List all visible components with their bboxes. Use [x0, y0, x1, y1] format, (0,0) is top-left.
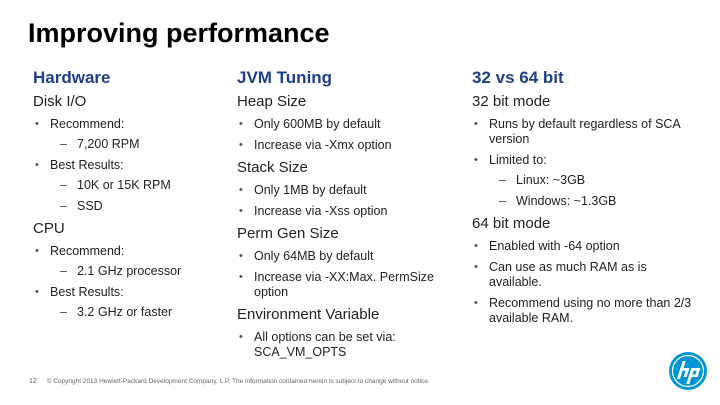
page-number: 12	[29, 378, 37, 385]
bullet-item: Best Results: 10K or 15K RPM SSD	[33, 158, 233, 214]
column-32-vs-64-bit: 32 vs 64 bit 32 bit mode Runs by default…	[472, 68, 702, 332]
column-jvm-tuning: JVM Tuning Heap Size Only 600MB by defau…	[237, 68, 462, 366]
bullet-item: Only 64MB by default	[237, 249, 462, 264]
bullet-item: Only 1MB by default	[237, 183, 462, 198]
sub-item: Linux: ~3GB	[489, 173, 702, 188]
sub-list: 2.1 GHz processor	[50, 264, 233, 279]
bullet-item: Best Results: 3.2 GHz or faster	[33, 285, 233, 320]
bullet-item: Recommend using no more than 2/3 availab…	[472, 296, 702, 326]
sub-item: 2.1 GHz processor	[50, 264, 233, 279]
copyright-notice: © Copyright 2013 Hewlett-Packard Develop…	[46, 378, 430, 385]
bullet-list: Only 600MB by default Increase via -Xmx …	[237, 117, 462, 153]
sub-list: 10K or 15K RPM SSD	[50, 178, 233, 214]
bullet-item: Only 600MB by default	[237, 117, 462, 132]
footer: 12 © Copyright 2013 Hewlett-Packard Deve…	[29, 378, 430, 385]
bullet-list: Recommend: 2.1 GHz processor Best Result…	[33, 244, 233, 320]
bullet-text: Best Results:	[50, 285, 124, 299]
hp-logo-icon	[669, 352, 707, 390]
section-title: Perm Gen Size	[237, 225, 339, 242]
bullet-item: Can use as much RAM as is available.	[472, 260, 702, 290]
column-heading: Hardware	[33, 68, 111, 87]
sub-item: 7,200 RPM	[50, 137, 233, 152]
bullet-item: Recommend: 2.1 GHz processor	[33, 244, 233, 279]
bullet-list: All options can be set via: SCA_VM_OPTS	[237, 330, 462, 360]
bullet-text: Recommend:	[50, 244, 125, 258]
column-heading: 32 vs 64 bit	[472, 68, 564, 87]
sub-list: 3.2 GHz or faster	[50, 305, 233, 320]
bullet-text: Limited to:	[489, 153, 547, 167]
bullet-item: Limited to: Linux: ~3GB Windows: ~1.3GB	[472, 153, 702, 209]
bullet-item: Recommend: 7,200 RPM	[33, 117, 233, 152]
bullet-item: Increase via -Xmx option	[237, 138, 462, 153]
sub-item: Windows: ~1.3GB	[489, 194, 702, 209]
bullet-item: Runs by default regardless of SCA versio…	[472, 117, 702, 147]
column-hardware: Hardware Disk I/O Recommend: 7,200 RPM B…	[33, 68, 233, 326]
sub-list: 7,200 RPM	[50, 137, 233, 152]
bullet-text: Recommend:	[50, 117, 125, 131]
section-title: Disk I/O	[33, 93, 87, 110]
sub-list: Linux: ~3GB Windows: ~1.3GB	[489, 173, 702, 209]
sub-item: SSD	[50, 199, 233, 214]
column-heading: JVM Tuning	[237, 68, 333, 87]
section-title: 64 bit mode	[472, 215, 551, 232]
bullet-text: Best Results:	[50, 158, 124, 172]
bullet-list: Enabled with -64 option Can use as much …	[472, 239, 702, 326]
section-title: Stack Size	[237, 159, 308, 176]
slide-title: Improving performance	[28, 18, 330, 48]
bullet-list: Only 1MB by default Increase via -Xss op…	[237, 183, 462, 219]
bullet-item: Enabled with -64 option	[472, 239, 702, 254]
section-title: Environment Variable	[237, 306, 380, 323]
bullet-item: Increase via -Xss option	[237, 204, 462, 219]
bullet-item: All options can be set via: SCA_VM_OPTS	[237, 330, 462, 360]
section-title: 32 bit mode	[472, 93, 551, 110]
bullet-list: Only 64MB by default Increase via -XX:Ma…	[237, 249, 462, 300]
section-title: CPU	[33, 220, 65, 237]
sub-item: 3.2 GHz or faster	[50, 305, 233, 320]
sub-item: 10K or 15K RPM	[50, 178, 233, 193]
bullet-item: Increase via -XX:Max. PermSize option	[237, 270, 462, 300]
section-title: Heap Size	[237, 93, 307, 110]
bullet-list: Runs by default regardless of SCA versio…	[472, 117, 702, 209]
bullet-list: Recommend: 7,200 RPM Best Results: 10K o…	[33, 117, 233, 214]
